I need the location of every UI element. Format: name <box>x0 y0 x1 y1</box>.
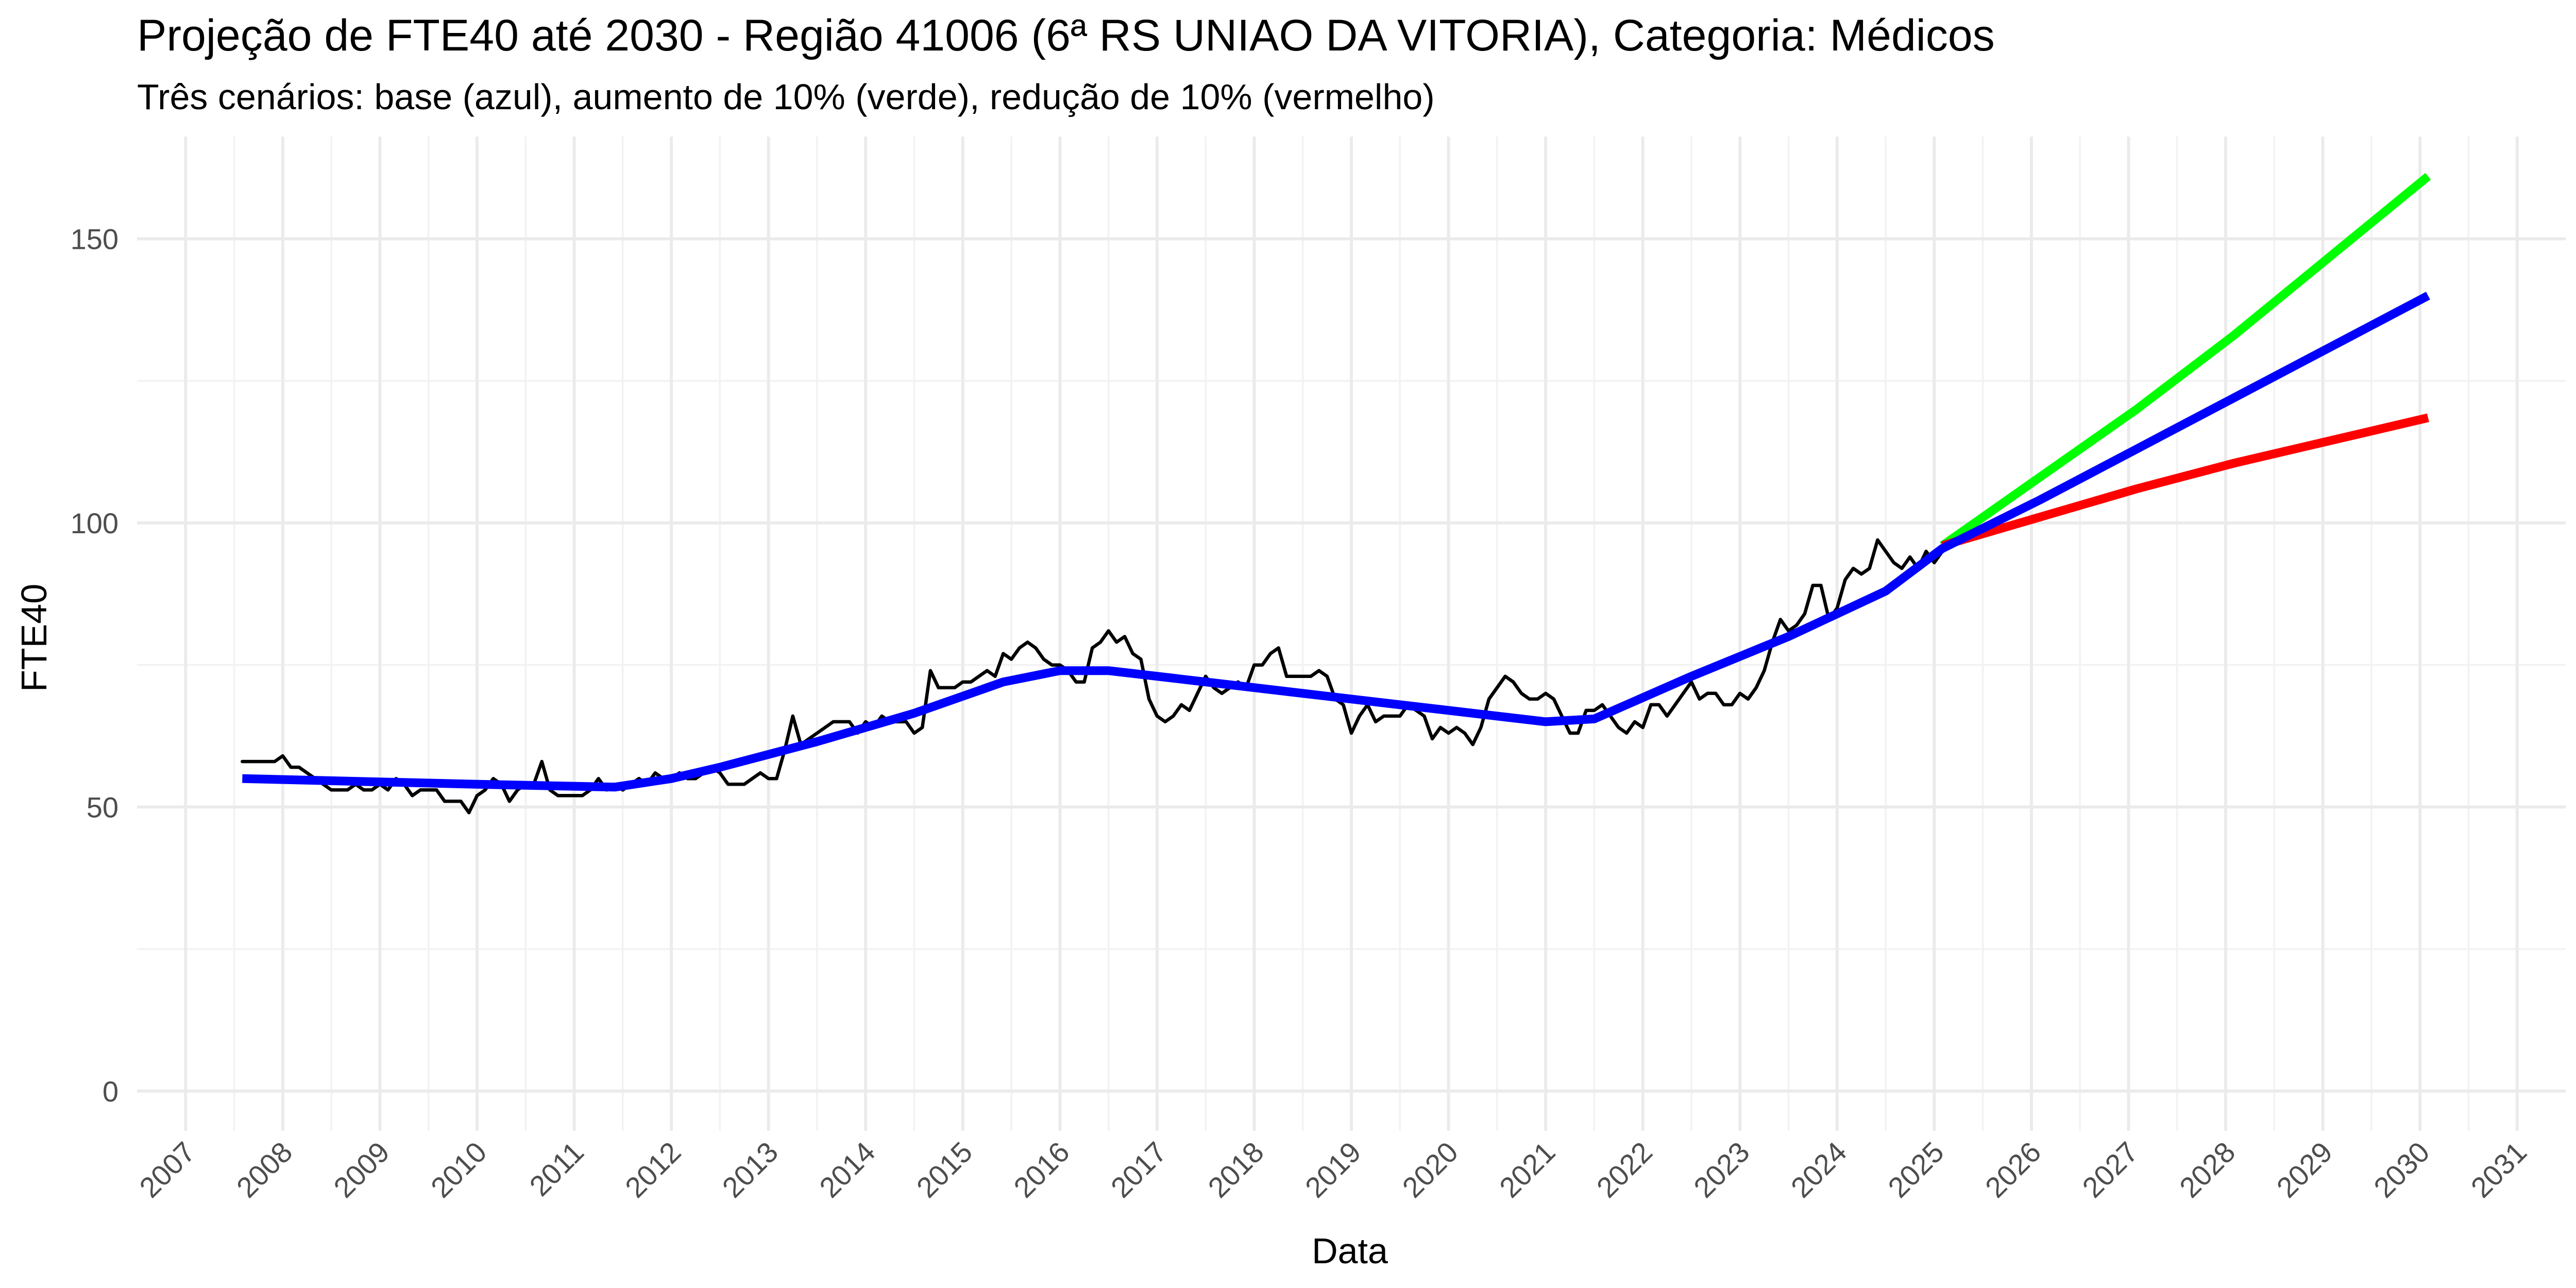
x-axis-label: Data <box>1312 1231 1388 1271</box>
y-tick-label: 100 <box>71 507 118 539</box>
y-tick-label: 50 <box>87 791 118 823</box>
chart-title: Projeção de FTE40 até 2030 - Região 4100… <box>137 11 1995 60</box>
y-axis-ticks: 0 50 100 150 <box>71 223 118 1108</box>
base-scenario-line <box>242 292 2430 792</box>
increase-scenario-line <box>1940 173 2431 550</box>
chart-subtitle: Três cenários: base (azul), aumento de 1… <box>137 77 1435 117</box>
y-tick-label: 150 <box>71 223 118 256</box>
y-axis-label: FTE40 <box>14 584 54 692</box>
decrease-scenario-line <box>1941 413 2429 550</box>
y-tick-label: 0 <box>103 1075 118 1108</box>
plot-lines <box>241 173 2431 815</box>
